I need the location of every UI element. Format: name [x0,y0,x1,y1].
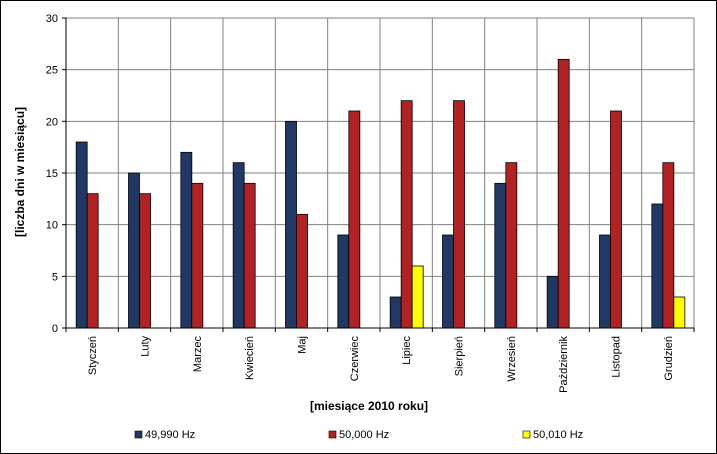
bar-1-8 [442,234,454,329]
legend-label-2: 50,000 Hz [339,429,389,441]
x-tick-label: Czerwiec [349,336,361,382]
y-tick-label: 0 [52,323,58,335]
grid-lines [65,17,695,329]
y-tick-label: 5 [52,271,58,283]
x-tick-label: Styczeń [87,336,99,375]
bar-1-6 [337,234,350,329]
legend-swatch-2 [328,430,337,439]
bar-1-3 [180,151,193,329]
x-tick-label: Marzec [192,336,204,373]
bar-1-10 [546,275,559,329]
y-tick-label: 30 [46,13,58,25]
bar-1-12 [651,203,664,329]
bar-3-12 [673,296,686,329]
bar-1-9 [494,182,507,329]
bar-1-11 [599,234,611,329]
y-tick-label: 25 [46,65,58,77]
x-tick-labels: Styczeń Luty Marzec Kwiecień Maj Czerwiec Lipi… [87,336,675,393]
y-axis-label: [liczba dni w miesiącu] [13,107,27,237]
x-tick-label: Maj [297,336,309,354]
x-tick-label: Luty [140,336,152,357]
x-tick-label: Listopad [611,336,623,378]
bar-3-7 [411,265,424,329]
x-tick-label: Październik [558,336,570,393]
x-tick-label: Sierpień [454,336,466,376]
x-tick-label: Grudzień [663,336,675,381]
legend-label-3: 50,010 Hz [533,429,583,441]
y-tick-label: 20 [46,116,58,128]
axes [62,17,695,332]
y-tick-label: 10 [46,220,58,232]
y-tick-labels: 0 5 10 15 20 25 30 [46,13,58,335]
bar-1-4 [232,162,245,329]
bar-2-9 [505,162,518,329]
bar-2-7 [400,100,413,329]
bar-2-10 [557,58,570,329]
bar-2-6 [348,110,361,329]
legend: 49,990 Hz 50,000 Hz 50,010 Hz [134,429,583,441]
bar-1-5 [285,120,297,329]
bar-1-1 [75,141,88,329]
x-axis-label: [miesiące 2010 roku] [310,399,428,413]
legend-swatch-1 [134,430,143,439]
x-tick-label: Lipiec [401,336,413,365]
bar-2-5 [296,213,308,329]
bar-2-2 [139,193,151,329]
bar-2-3 [191,182,204,329]
legend-swatch-3 [522,430,531,439]
bars [75,58,686,329]
bar-1-7 [389,296,402,329]
y-tick-label: 15 [46,168,58,180]
x-tick-label: Wrzesień [506,336,518,382]
legend-label-1: 49,990 Hz [145,429,195,441]
bar-1-2 [128,172,140,329]
bar-2-12 [662,162,675,329]
x-tick-label: Kwiecień [244,336,256,380]
bar-2-4 [243,182,256,329]
bar-2-1 [86,193,99,329]
bar-2-8 [453,100,465,329]
bar-2-11 [610,110,622,329]
